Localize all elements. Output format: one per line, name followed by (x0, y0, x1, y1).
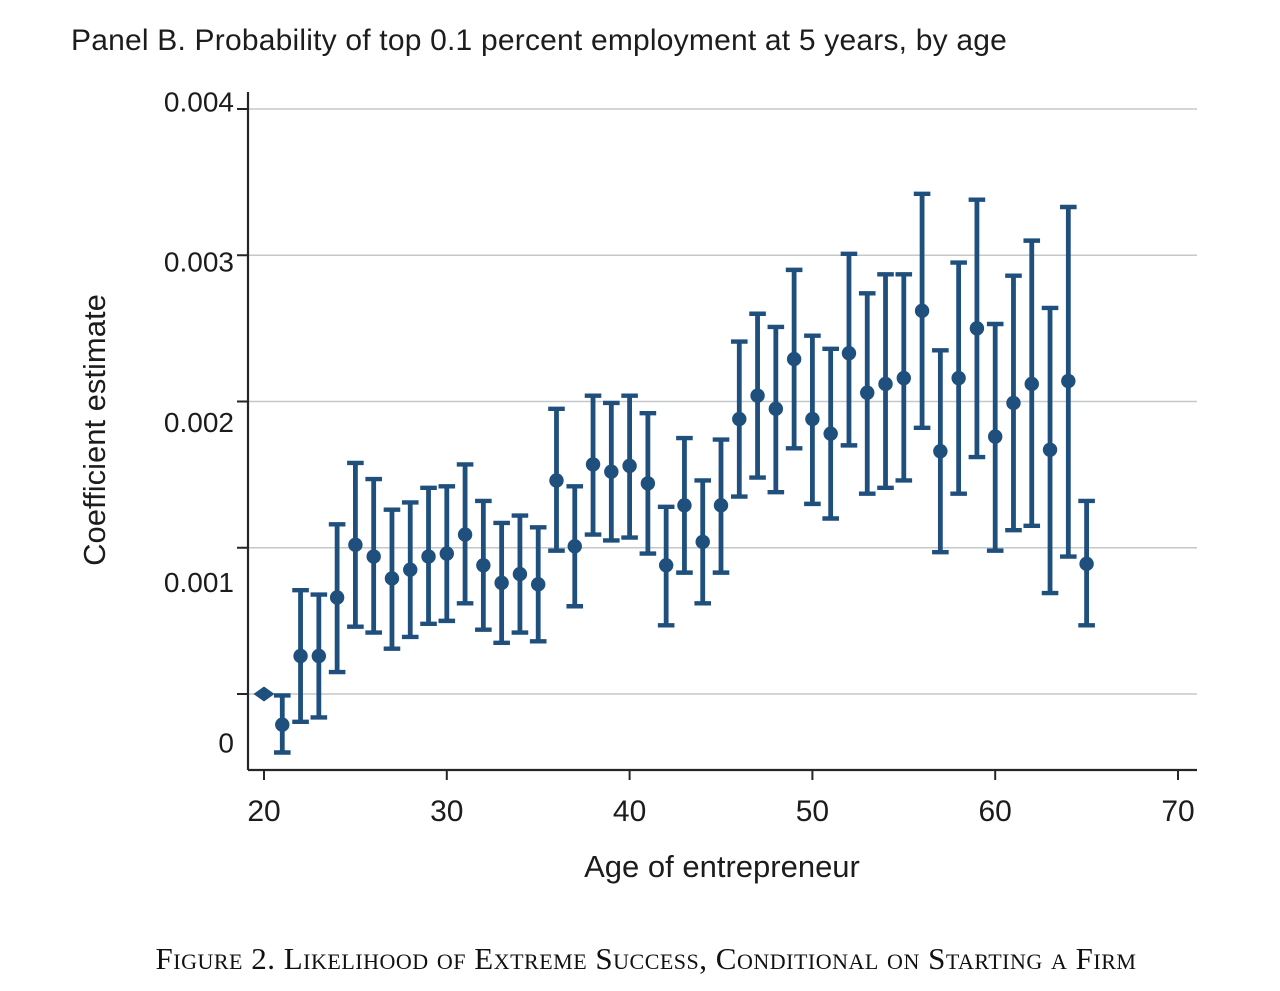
data-point (732, 411, 747, 427)
x-tick-label: 30 (430, 795, 463, 828)
data-point (750, 388, 765, 403)
data-point (567, 539, 582, 554)
data-point (366, 549, 381, 564)
data-point (476, 558, 491, 573)
x-tick-label: 20 (247, 795, 280, 828)
data-point (494, 575, 509, 591)
data-point (348, 537, 363, 553)
x-axis-title: Age of entrepreneur (584, 849, 860, 884)
data-point (969, 321, 985, 336)
data-point (841, 346, 857, 361)
data-point (275, 717, 290, 732)
x-tick-label: 50 (796, 795, 829, 828)
data-point (384, 571, 400, 586)
y-tick-label: 0.004 (164, 86, 234, 117)
data-point (622, 458, 637, 474)
data-point (604, 464, 619, 479)
y-tick-label: 0.001 (164, 567, 234, 598)
y-tick-label: 0.002 (164, 407, 234, 438)
x-tick-label: 40 (613, 795, 646, 828)
data-point (1061, 373, 1076, 389)
reference-diamond-marker (253, 686, 275, 702)
data-point (823, 426, 838, 441)
data-point (805, 411, 820, 427)
data-point (786, 351, 802, 367)
data-point (933, 444, 948, 459)
data-point (695, 534, 710, 550)
data-point (403, 562, 418, 577)
data-point (1024, 376, 1039, 392)
data-point (860, 385, 875, 400)
data-point (293, 648, 308, 664)
data-point (713, 498, 729, 513)
data-point (768, 401, 784, 417)
data-point (457, 527, 473, 542)
y-tick-label: 0.003 (164, 247, 234, 278)
panel-title: Panel B. Probability of top 0.1 percent … (71, 24, 1007, 57)
figure-caption: Figure 2. Likelihood of Extreme Success,… (155, 941, 1137, 976)
data-point (512, 566, 528, 582)
data-point (640, 476, 656, 491)
data-point (311, 648, 327, 664)
x-tick-label: 70 (1161, 795, 1194, 828)
data-point (1042, 442, 1058, 457)
data-point (329, 590, 345, 605)
data-point (1006, 395, 1021, 411)
data-point (421, 549, 436, 564)
x-tick-label: 60 (979, 795, 1012, 828)
data-point (988, 429, 1003, 444)
coefficient-plot: 0 0.001 0.002 0.003 0.004 20 30 40 50 60 70 (164, 86, 1197, 828)
data-point (914, 303, 930, 319)
y-tick-label: 0 (218, 727, 234, 758)
data-point (896, 370, 911, 386)
data-point (658, 558, 674, 573)
data-point (677, 498, 692, 513)
data-point (878, 376, 893, 392)
data-point (951, 370, 966, 386)
data-point (439, 546, 454, 561)
data-point (531, 577, 546, 592)
data-point (585, 457, 601, 472)
data-point (1079, 556, 1094, 572)
data-point (549, 473, 564, 488)
